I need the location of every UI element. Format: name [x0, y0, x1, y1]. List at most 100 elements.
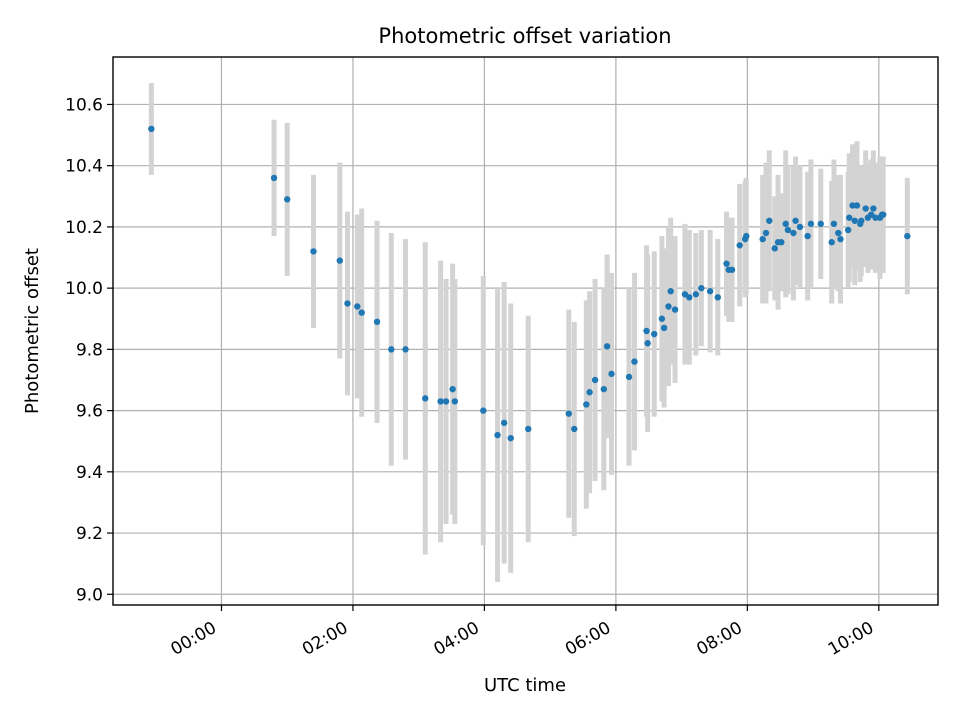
data-point — [782, 220, 789, 228]
data-point — [828, 239, 835, 246]
data-point — [853, 202, 861, 209]
data-point — [600, 385, 608, 393]
data-point — [870, 205, 877, 212]
data-point — [449, 385, 456, 393]
y-tick-label: 10.0 — [65, 279, 103, 299]
data-point — [743, 232, 750, 240]
data-point — [762, 229, 770, 237]
y-tick-label: 9.8 — [76, 340, 103, 360]
y-tick-label: 9.0 — [76, 585, 103, 605]
data-point — [591, 376, 599, 384]
data-point — [804, 232, 811, 240]
data-point — [631, 358, 638, 365]
data-point — [728, 266, 736, 273]
data-point — [583, 401, 590, 408]
chart-title: Photometric offset variation — [378, 24, 671, 48]
data-point — [494, 431, 501, 439]
x-axis-label: UTC time — [484, 675, 566, 696]
data-point — [849, 202, 856, 209]
data-point — [525, 425, 532, 433]
data-point — [904, 232, 911, 240]
data-point — [507, 434, 514, 442]
data-point — [706, 288, 714, 295]
y-tick-label: 10.6 — [65, 95, 103, 115]
data-point — [851, 217, 858, 224]
data-point — [344, 300, 351, 307]
data-point — [644, 340, 651, 347]
data-point — [451, 398, 459, 405]
data-point — [792, 217, 799, 224]
data-point — [692, 291, 700, 298]
data-point — [565, 410, 572, 417]
data-point — [388, 346, 395, 353]
y-tick-label: 9.6 — [76, 402, 103, 422]
data-point — [714, 294, 721, 301]
data-point — [698, 284, 705, 292]
y-tick-layer: 9.0 9.2 9.4 9.6 9.8 10.0 10.2 10.4 10.6 — [65, 95, 113, 605]
point-layer — [148, 125, 911, 442]
y-tick-label: 10.4 — [65, 157, 103, 177]
grid-layer — [113, 57, 938, 605]
data-point — [571, 425, 578, 433]
data-point — [862, 205, 869, 212]
y-tick-label: 9.2 — [76, 524, 103, 544]
data-point — [817, 220, 824, 228]
x-tick-label: 04:00 — [430, 618, 482, 660]
data-point — [625, 373, 633, 381]
data-point — [422, 395, 429, 402]
data-point — [660, 324, 668, 332]
data-point — [665, 303, 672, 310]
data-point — [723, 260, 730, 267]
data-point — [835, 229, 842, 237]
data-point — [844, 226, 852, 234]
plot-frame — [112, 56, 939, 606]
data-point — [790, 229, 797, 237]
data-point — [778, 239, 785, 246]
data-point — [310, 248, 317, 255]
data-point — [373, 318, 381, 326]
data-point — [402, 346, 409, 353]
data-point — [667, 288, 674, 295]
data-point — [858, 217, 865, 224]
data-point — [771, 245, 778, 252]
data-point — [872, 214, 879, 221]
data-point — [608, 370, 615, 378]
x-tick-label: 06:00 — [562, 618, 614, 660]
data-point — [651, 330, 658, 338]
data-point — [358, 309, 365, 316]
data-point — [671, 306, 679, 313]
data-point — [480, 407, 487, 414]
data-point — [759, 235, 766, 243]
data-point — [686, 294, 693, 301]
data-point — [336, 257, 343, 264]
data-point — [603, 343, 611, 350]
data-point — [736, 242, 743, 249]
data-point — [586, 389, 593, 396]
y-tick-label: 10.2 — [65, 218, 103, 238]
data-point — [807, 220, 815, 228]
data-point — [830, 220, 838, 228]
data-point — [880, 211, 887, 218]
x-tick-layer: 00:00 02:00 04:00 06:00 08:00 10:00 — [168, 605, 880, 660]
error-bar-layer — [148, 83, 910, 583]
data-point — [643, 327, 650, 335]
data-point — [270, 174, 278, 182]
y-axis-label: Photometric offset — [22, 248, 43, 414]
y-tick-label: 9.4 — [76, 463, 103, 483]
data-point — [148, 125, 155, 133]
x-tick-label: 02:00 — [299, 618, 351, 660]
x-tick-label: 10:00 — [825, 618, 877, 660]
data-point — [796, 223, 804, 231]
data-point — [500, 419, 508, 427]
data-point — [437, 398, 444, 405]
data-point — [442, 398, 450, 405]
data-point — [766, 217, 773, 224]
data-point — [837, 235, 844, 243]
data-point — [658, 315, 666, 322]
data-point — [354, 303, 361, 310]
x-tick-label: 00:00 — [168, 618, 220, 660]
data-point — [784, 226, 792, 234]
data-point — [846, 214, 853, 221]
x-tick-label: 08:00 — [693, 618, 745, 660]
